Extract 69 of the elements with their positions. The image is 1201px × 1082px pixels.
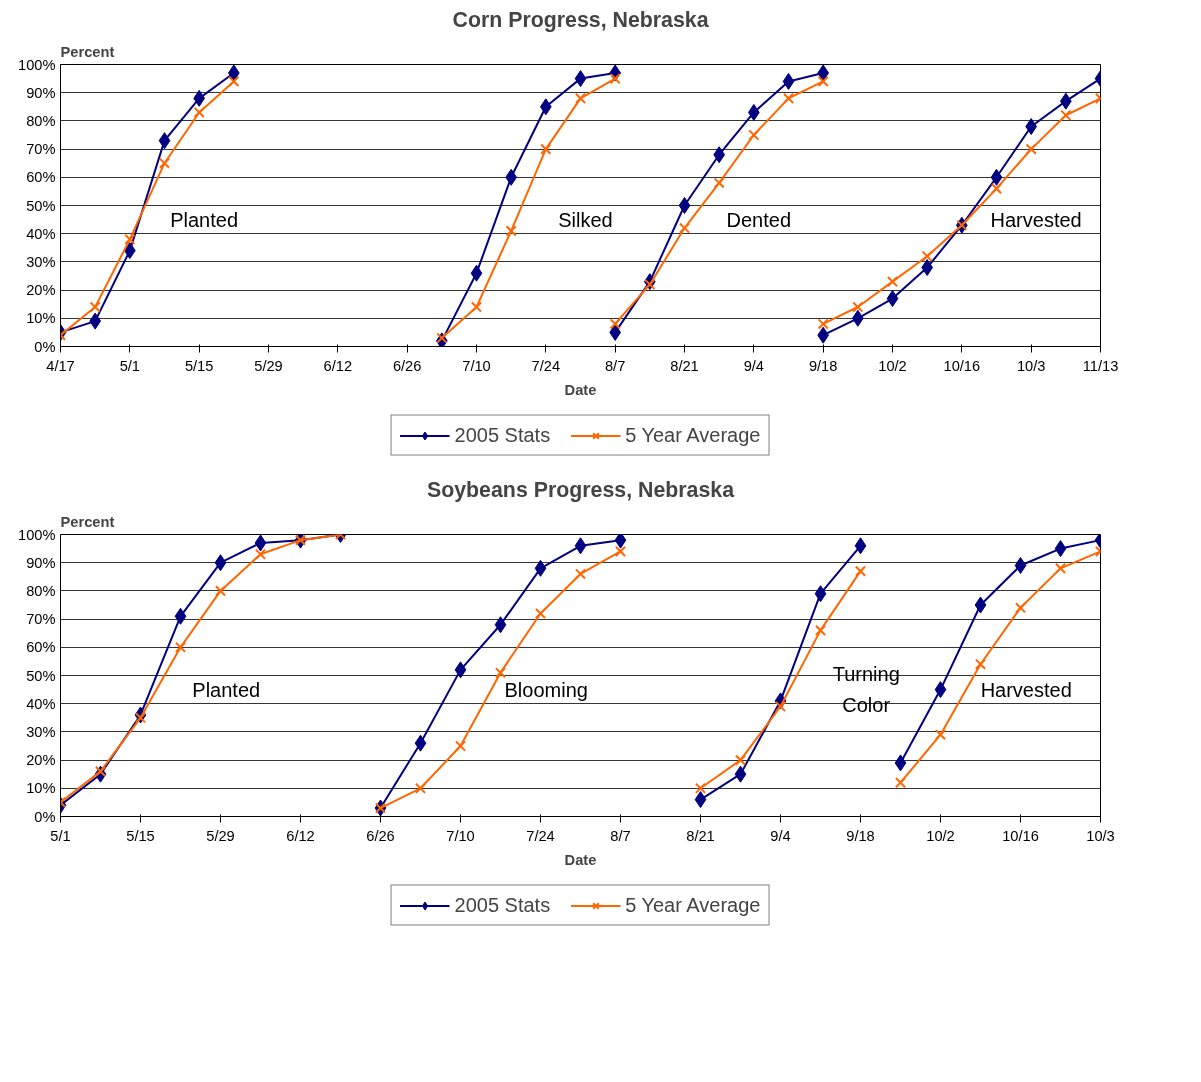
x-tick-label: 6/26 — [392, 357, 422, 374]
y-tick-label: 20% — [26, 282, 56, 299]
y-tick-label: 30% — [26, 253, 56, 270]
x-tick-label: 9/4 — [743, 357, 765, 374]
annotation: Dented — [726, 208, 792, 231]
x-tick-label: 8/7 — [610, 827, 631, 844]
legend-label: 5 Year Average — [625, 893, 761, 917]
y-axis-title: Percent — [60, 43, 115, 60]
x-tick-label: 10/2 — [926, 827, 955, 844]
x-tick-label: 11/13 — [1082, 357, 1119, 374]
annotation: Harvested — [990, 208, 1082, 231]
y-tick-label: 0% — [34, 808, 56, 825]
annotation: Planted — [170, 208, 239, 231]
y-tick-label: 90% — [26, 554, 56, 571]
legend-label: 2005 Stats — [454, 893, 551, 917]
y-tick-label: 60% — [26, 639, 56, 656]
y-tick-label: 10% — [26, 310, 56, 327]
x-axis-title: Date — [564, 851, 597, 868]
x-tick-label: 10/3 — [1086, 827, 1115, 844]
x-tick-label: 9/18 — [846, 827, 875, 844]
x-axis-title: Date — [564, 381, 597, 398]
x-tick-label: 10/16 — [1002, 827, 1039, 844]
y-axis-title: Percent — [60, 513, 115, 530]
x-tick-label: 7/10 — [446, 827, 475, 844]
x-tick-label: 6/12 — [323, 357, 353, 374]
annotation: Silked — [558, 208, 613, 231]
annotation: Harvested — [980, 678, 1072, 701]
annotation: Blooming — [504, 678, 588, 701]
y-tick-label: 30% — [26, 723, 56, 740]
y-tick-label: 40% — [26, 695, 56, 712]
y-tick-label: 80% — [26, 582, 56, 599]
y-tick-label: 80% — [26, 112, 56, 129]
y-tick-label: 10% — [26, 780, 56, 797]
y-tick-label: 40% — [26, 225, 56, 242]
y-tick-label: 70% — [26, 611, 56, 628]
x-tick-label: 7/10 — [462, 357, 491, 374]
y-tick-label: 20% — [26, 752, 56, 769]
y-tick-label: 100% — [18, 56, 56, 73]
x-tick-label: 8/21 — [670, 357, 699, 374]
y-tick-label: 90% — [26, 84, 56, 101]
y-tick-label: 0% — [34, 338, 56, 355]
x-tick-label: 7/24 — [531, 357, 561, 374]
legend-label: 2005 Stats — [454, 423, 551, 447]
x-tick-label: 5/15 — [126, 827, 155, 844]
x-tick-label: 10/2 — [878, 357, 907, 374]
x-tick-label: 6/26 — [366, 827, 395, 844]
x-tick-label: 5/29 — [206, 827, 235, 844]
x-tick-label: 10/3 — [1016, 357, 1046, 374]
annotation: Planted — [192, 678, 261, 701]
x-tick-label: 8/21 — [686, 827, 715, 844]
y-tick-label: 50% — [26, 667, 56, 684]
x-tick-label: 5/1 — [119, 357, 141, 374]
legend-label: 5 Year Average — [625, 423, 761, 447]
x-tick-label: 8/7 — [604, 357, 626, 374]
x-tick-label: 6/12 — [286, 827, 315, 844]
x-tick-label: 7/24 — [526, 827, 555, 844]
x-tick-label: 10/16 — [943, 357, 981, 374]
y-tick-label: 50% — [26, 197, 56, 214]
chart-title: Soybeans Progress, Nebraska — [426, 477, 735, 502]
x-tick-label: 5/1 — [50, 827, 71, 844]
chart-title: Corn Progress, Nebraska — [452, 7, 709, 32]
y-tick-label: 100% — [18, 526, 56, 543]
y-tick-label: 60% — [26, 169, 56, 186]
x-tick-label: 4/17 — [46, 357, 75, 374]
x-tick-label: 5/29 — [254, 357, 283, 374]
x-tick-label: 5/15 — [184, 357, 214, 374]
x-tick-label: 9/18 — [808, 357, 838, 374]
x-tick-label: 9/4 — [770, 827, 791, 844]
y-tick-label: 70% — [26, 141, 56, 158]
